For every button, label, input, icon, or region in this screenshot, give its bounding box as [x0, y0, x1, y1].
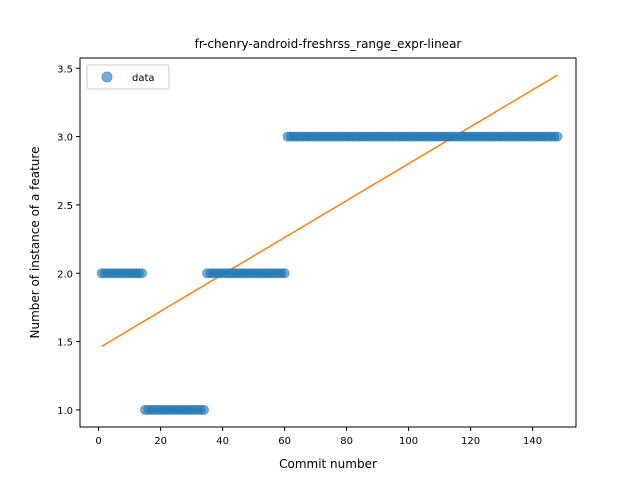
x-tick-label: 80 [340, 436, 353, 447]
x-tick-label: 100 [399, 436, 418, 447]
x-tick-label: 20 [154, 436, 167, 447]
y-tick-label: 2.0 [57, 269, 73, 280]
data-point [199, 404, 209, 415]
y-tick-label: 3.5 [57, 64, 73, 75]
data-point [552, 131, 563, 142]
y-tick-label: 2.5 [57, 201, 73, 212]
plot-area [80, 58, 576, 427]
x-tick-label: 140 [523, 436, 542, 447]
y-tick-label: 1.5 [57, 338, 73, 349]
x-tick-label: 0 [95, 436, 101, 447]
legend-frame [86, 64, 170, 90]
legend: data [86, 64, 170, 90]
x-tick-label: 60 [278, 436, 291, 447]
y-axis-title: Number of instance of a feature [28, 147, 42, 339]
fit-line [101, 74, 558, 348]
chart-title: fr-chenry-android-freshrss_range_expr-li… [195, 37, 462, 51]
x-tick-label: 120 [461, 436, 480, 447]
legend-label-data: data [132, 73, 155, 84]
plot-frame [79, 57, 577, 428]
x-tick-label: 40 [216, 436, 229, 447]
data-point [137, 268, 147, 279]
y-tick-label: 3.0 [57, 133, 73, 144]
legend-marker [101, 71, 113, 83]
x-axis-title: Commit number [279, 457, 377, 471]
y-tick-label: 1.0 [57, 406, 73, 417]
data-point [279, 268, 290, 279]
